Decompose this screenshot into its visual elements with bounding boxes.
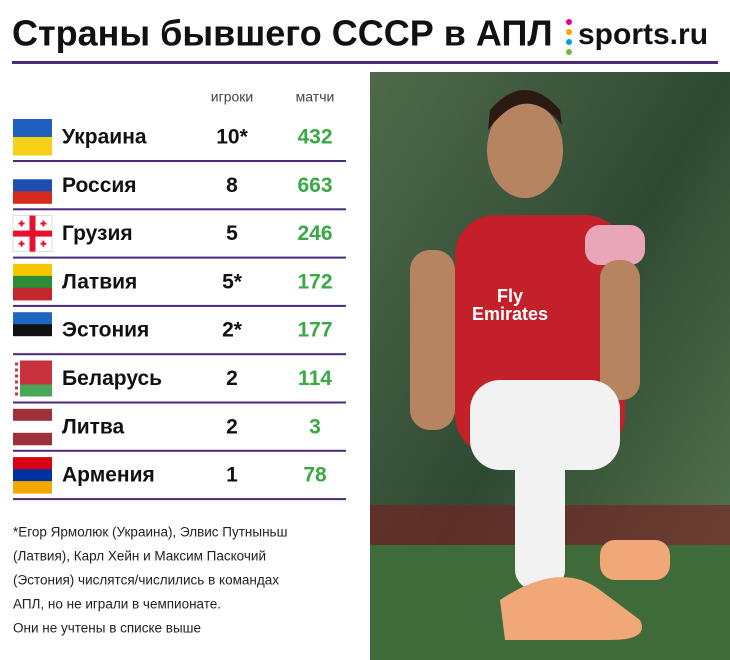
logo: sports.ru xyxy=(578,18,708,51)
flag-stripe xyxy=(13,432,52,446)
flag xyxy=(13,457,52,494)
flag-stripe xyxy=(13,408,52,422)
row-separator xyxy=(13,256,346,259)
row-separator xyxy=(13,401,346,404)
country-name: Украина xyxy=(62,126,147,149)
country-name: Литва xyxy=(62,415,125,438)
footnote-line: (Эстония) числятся/числились в командах xyxy=(13,573,279,588)
flag-stripe xyxy=(13,420,52,434)
flag-small-cross xyxy=(42,220,45,227)
matches-count: 114 xyxy=(298,367,332,390)
flag-ornament xyxy=(13,360,20,397)
footnote-line: *Егор Ярмолюк (Украина), Элвис Путныньш xyxy=(13,525,287,540)
row-separator xyxy=(13,304,346,307)
matches-count: 177 xyxy=(297,319,332,342)
matches-count: 3 xyxy=(309,415,321,438)
flag-stripe xyxy=(13,481,52,494)
flag-stripe xyxy=(13,469,52,482)
matches-count: 663 xyxy=(297,174,332,197)
header-rule xyxy=(12,61,718,64)
players-count: 5* xyxy=(222,270,243,293)
row-separator xyxy=(13,160,346,162)
flag xyxy=(13,263,52,301)
country-name: Армения xyxy=(62,464,155,487)
flag-ornament-dot xyxy=(15,362,18,366)
flag-small-cross xyxy=(20,240,23,247)
row-separator xyxy=(13,449,346,452)
flag-stripe xyxy=(13,167,52,180)
flag-ornament-dot xyxy=(15,386,18,390)
flag-stripe xyxy=(13,324,52,337)
footnote-line: АПЛ, но не играли в чемпионате. xyxy=(13,597,221,612)
players-count: 2 xyxy=(226,415,238,438)
flag xyxy=(13,167,52,204)
flag-ornament-dot xyxy=(15,380,18,384)
flag-green xyxy=(13,384,52,397)
title: Страны бывшего СССР в АПЛ xyxy=(12,13,553,54)
flag-stripe xyxy=(13,457,52,470)
row-separator xyxy=(13,208,346,211)
matches-count: 246 xyxy=(297,222,332,245)
flag-stripe xyxy=(13,312,52,325)
flag-stripe xyxy=(13,336,52,349)
flag-stripe xyxy=(13,263,52,277)
flag-stripe xyxy=(13,275,52,289)
column-header: матчи xyxy=(296,89,335,105)
flag xyxy=(13,360,52,397)
players-count: 5 xyxy=(226,222,238,245)
matches-count: 432 xyxy=(297,126,332,149)
svg-text:Fly: Fly xyxy=(497,286,523,306)
flag xyxy=(13,408,52,446)
row-separator xyxy=(13,353,346,356)
footnote-line: Они не учтены в списке выше xyxy=(13,621,201,636)
flag xyxy=(12,215,53,253)
row-separator xyxy=(13,498,346,501)
photo: Fly Emirates xyxy=(370,72,730,660)
flag xyxy=(13,119,52,156)
flag-stripe xyxy=(13,119,52,138)
flag-cross xyxy=(13,230,52,237)
country-name: Эстония xyxy=(62,319,149,342)
matches-count: 78 xyxy=(303,464,327,487)
players-count: 10* xyxy=(216,126,248,149)
flag-ornament-dot xyxy=(15,368,18,372)
country-name: Латвия xyxy=(62,270,137,293)
footnote-line: (Латвия), Карл Хейн и Максим Паскочий xyxy=(13,549,266,564)
players-count: 8 xyxy=(226,174,238,197)
logo-icon xyxy=(566,19,572,55)
country-name: Россия xyxy=(62,174,137,197)
players-count: 2* xyxy=(222,319,243,342)
matches-count: 172 xyxy=(297,270,332,293)
flag-ornament-dot xyxy=(15,374,18,378)
country-name: Грузия xyxy=(62,222,133,245)
flag xyxy=(13,312,52,349)
players-count: 1 xyxy=(226,464,238,487)
flag-stripe xyxy=(13,179,52,192)
flag-stripe xyxy=(13,191,52,204)
players-count: 2 xyxy=(226,367,238,390)
country-name: Беларусь xyxy=(62,367,162,390)
flag-stripe xyxy=(13,137,52,156)
flag-small-cross xyxy=(42,240,45,247)
svg-text:Emirates: Emirates xyxy=(472,304,548,324)
flag-stripe xyxy=(13,287,52,301)
flag-ornament-dot xyxy=(15,392,18,396)
flag-small-cross xyxy=(20,220,23,227)
column-header: игроки xyxy=(211,89,253,105)
